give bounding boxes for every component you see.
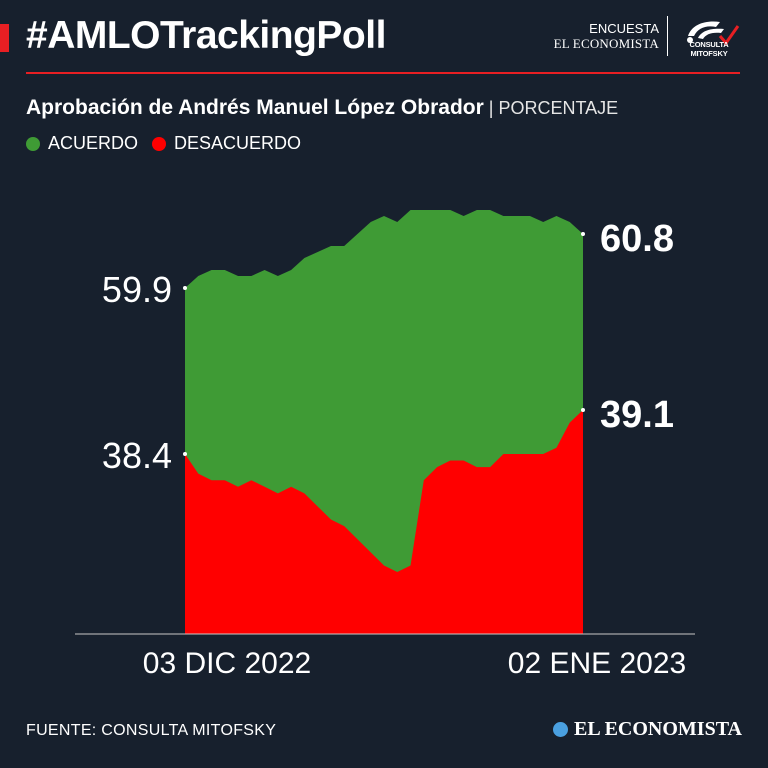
hashtag-title: #AMLOTrackingPoll	[26, 14, 386, 57]
legend: ACUERDO DESACUERDO	[26, 133, 315, 154]
subtitle-main: Aprobación de Andrés Manuel López Obrado…	[26, 96, 484, 119]
legend-label-acuerdo: ACUERDO	[48, 133, 139, 153]
el-economista-logo-icon	[553, 722, 568, 737]
end-marker-desacuerdo	[581, 408, 585, 412]
end-marker-acuerdo	[581, 232, 585, 236]
footer-source: FUENTE: CONSULTA MITOFSKY	[26, 722, 277, 739]
logo-emblem-icon	[687, 21, 740, 46]
legend-dot-acuerdo	[26, 136, 40, 151]
consulta-mitofsky-logo: CONSULTA MITOFSKY	[676, 14, 742, 58]
end-label-desacuerdo: 39.1	[600, 394, 674, 436]
header-accent-bar	[0, 24, 9, 52]
start-marker-desacuerdo	[183, 452, 187, 456]
footer-brand-text: EL ECONOMISTA	[574, 718, 742, 740]
start-marker-acuerdo	[183, 286, 187, 290]
end-label-acuerdo: 60.8	[600, 218, 674, 260]
logo-text: CONSULTA MITOFSKY	[689, 40, 729, 58]
start-label-desacuerdo: 38.4	[102, 435, 172, 476]
x-tick-label-start: 03 DIC 2022	[143, 647, 311, 680]
brand-encuesta: ENCUESTA	[589, 21, 659, 36]
header-rule	[26, 72, 740, 74]
x-tick-label-end: 02 ENE 2023	[508, 647, 686, 680]
brand-eleconomista: EL ECONOMISTA	[553, 36, 659, 51]
legend-item-desacuerdo: DESACUERDO	[152, 133, 301, 154]
legend-label-desacuerdo: DESACUERDO	[174, 133, 302, 153]
legend-item-acuerdo: ACUERDO	[26, 133, 138, 154]
chart-subtitle: Aprobación de Andrés Manuel López Obrado…	[26, 96, 618, 120]
series-area-desacuerdo	[185, 410, 583, 634]
subtitle-separator: |	[483, 98, 499, 118]
footer-brand: EL ECONOMISTA	[553, 718, 742, 741]
brand-divider	[667, 16, 668, 56]
subtitle-unit: PORCENTAJE	[498, 98, 619, 118]
brand-text: ENCUESTA EL ECONOMISTA	[554, 21, 659, 51]
legend-dot-desacuerdo	[152, 136, 167, 151]
start-label-acuerdo: 59.9	[102, 269, 172, 310]
brand-block: ENCUESTA EL ECONOMISTA CONSULTA MITOFSKY	[554, 14, 742, 58]
